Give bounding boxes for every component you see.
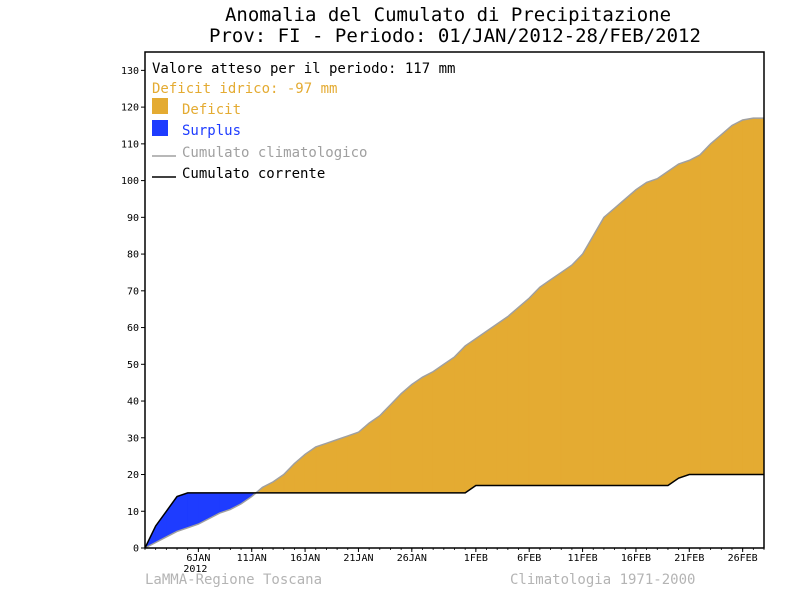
y-tick-label: 80 — [127, 250, 139, 261]
deficit-area-segment — [528, 286, 541, 486]
y-tick-label: 10 — [127, 507, 139, 518]
surplus-area-segment — [187, 492, 199, 529]
x-tick-label: 6JAN — [186, 553, 210, 564]
x-tick-label: 26JAN — [397, 553, 427, 564]
deficit-area-segment — [272, 473, 285, 494]
deficit-area-segment — [358, 422, 370, 494]
y-tick-label: 70 — [127, 286, 139, 297]
deficit-area-segment — [486, 323, 498, 486]
x-tick-label: 11FEB — [568, 553, 598, 564]
deficit-area-segment — [422, 371, 434, 494]
x-tick-label: 16JAN — [290, 553, 320, 564]
deficit-area-segment — [518, 297, 530, 486]
deficit-area-segment — [699, 143, 711, 475]
surplus-area-segment — [176, 492, 188, 532]
deficit-area-segment — [454, 345, 466, 494]
legend-current-label: Cumulato corrente — [182, 166, 325, 182]
area-layer — [144, 117, 765, 549]
x-tick-label: 6FEB — [517, 553, 541, 564]
deficit-area-segment — [603, 207, 615, 486]
deficit-area-segment — [443, 356, 455, 494]
deficit-area-segment — [496, 315, 509, 486]
deficit-area-segment — [336, 435, 349, 494]
deficit-area-segment — [368, 415, 381, 494]
deficit-area-segment — [507, 306, 519, 486]
legend-expected-value: Valore atteso per il periodo: 117 mm — [152, 61, 455, 77]
y-tick-label: 100 — [121, 176, 139, 187]
y-axis: 0 10 20 30 40 50 60 70 80 90 100 110 120 130 — [121, 66, 145, 555]
x-tick-label: 11JAN — [237, 553, 267, 564]
y-tick-label: 130 — [121, 66, 139, 77]
deficit-area-segment — [646, 178, 658, 486]
x-tick-label: 1FEB — [464, 553, 488, 564]
chart-subtitle: Prov: FI - Periodo: 01/JAN/2012-28/FEB/2… — [209, 25, 701, 47]
legend-deficit-label: Deficit — [182, 102, 241, 118]
deficit-area-segment — [550, 271, 562, 486]
deficit-area-segment — [539, 279, 551, 486]
deficit-area-segment — [582, 234, 594, 486]
deficit-area-segment — [379, 403, 391, 494]
deficit-area-segment — [315, 442, 327, 494]
footer-climatology: Climatologia 1971-2000 — [510, 572, 695, 588]
deficit-area-segment — [571, 253, 583, 486]
surplus-area-segment — [166, 495, 178, 538]
deficit-area-segment — [592, 216, 605, 486]
legend-surplus-label: Surplus — [182, 123, 241, 139]
y-tick-label: 60 — [127, 323, 139, 334]
deficit-area-segment — [731, 119, 743, 475]
x-tick-label: 16FEB — [621, 553, 651, 564]
y-tick-label: 20 — [127, 470, 139, 481]
current-line — [144, 473, 764, 549]
deficit-area-segment — [411, 376, 423, 494]
deficit-area-segment — [688, 154, 701, 475]
y-tick-label: 110 — [121, 139, 139, 150]
deficit-area-segment — [656, 170, 669, 486]
y-tick-label: 0 — [133, 544, 139, 555]
deficit-area-segment — [721, 124, 733, 475]
deficit-area-segment — [753, 117, 765, 475]
deficit-area-segment — [560, 264, 573, 486]
x-tick-label: 21FEB — [674, 553, 704, 564]
deficit-area-segment — [400, 383, 413, 494]
deficit-area-segment — [464, 338, 477, 494]
line-layer — [144, 117, 764, 549]
x-tick-label: 21JAN — [343, 553, 373, 564]
legend: Valore atteso per il periodo: 117 mm Def… — [152, 61, 455, 182]
deficit-area-segment — [678, 159, 690, 479]
y-tick-label: 90 — [127, 213, 139, 224]
deficit-area-segment — [710, 134, 722, 475]
deficit-area-segment — [294, 453, 306, 494]
x-tick-label: 26FEB — [728, 553, 758, 564]
y-tick-label: 30 — [127, 433, 139, 444]
y-tick-label: 40 — [127, 397, 139, 408]
legend-surplus-swatch — [152, 120, 168, 136]
legend-deficit-total: Deficit idrico: -97 mm — [152, 81, 337, 97]
deficit-area-segment — [635, 181, 647, 486]
climatological-line — [144, 117, 764, 549]
deficit-area-segment — [624, 189, 637, 486]
deficit-area-segment — [432, 363, 445, 494]
deficit-area-segment — [742, 117, 754, 475]
x-tick-year-label: 2012 — [183, 564, 207, 575]
deficit-area-segment — [347, 431, 359, 494]
y-tick-label: 50 — [127, 360, 139, 371]
footer-source: LaMMA-Regione Toscana — [145, 572, 322, 588]
deficit-area-segment — [390, 392, 402, 494]
y-tick-label: 120 — [121, 103, 139, 114]
deficit-area-segment — [667, 163, 679, 487]
deficit-area-segment — [614, 198, 626, 486]
legend-climatological-label: Cumulato climatologico — [182, 145, 367, 161]
deficit-area-segment — [326, 439, 338, 494]
chart-title: Anomalia del Cumulato di Precipitazione — [225, 4, 671, 26]
legend-deficit-swatch — [152, 98, 168, 114]
deficit-area-segment — [475, 330, 487, 486]
deficit-area-segment — [283, 462, 295, 494]
